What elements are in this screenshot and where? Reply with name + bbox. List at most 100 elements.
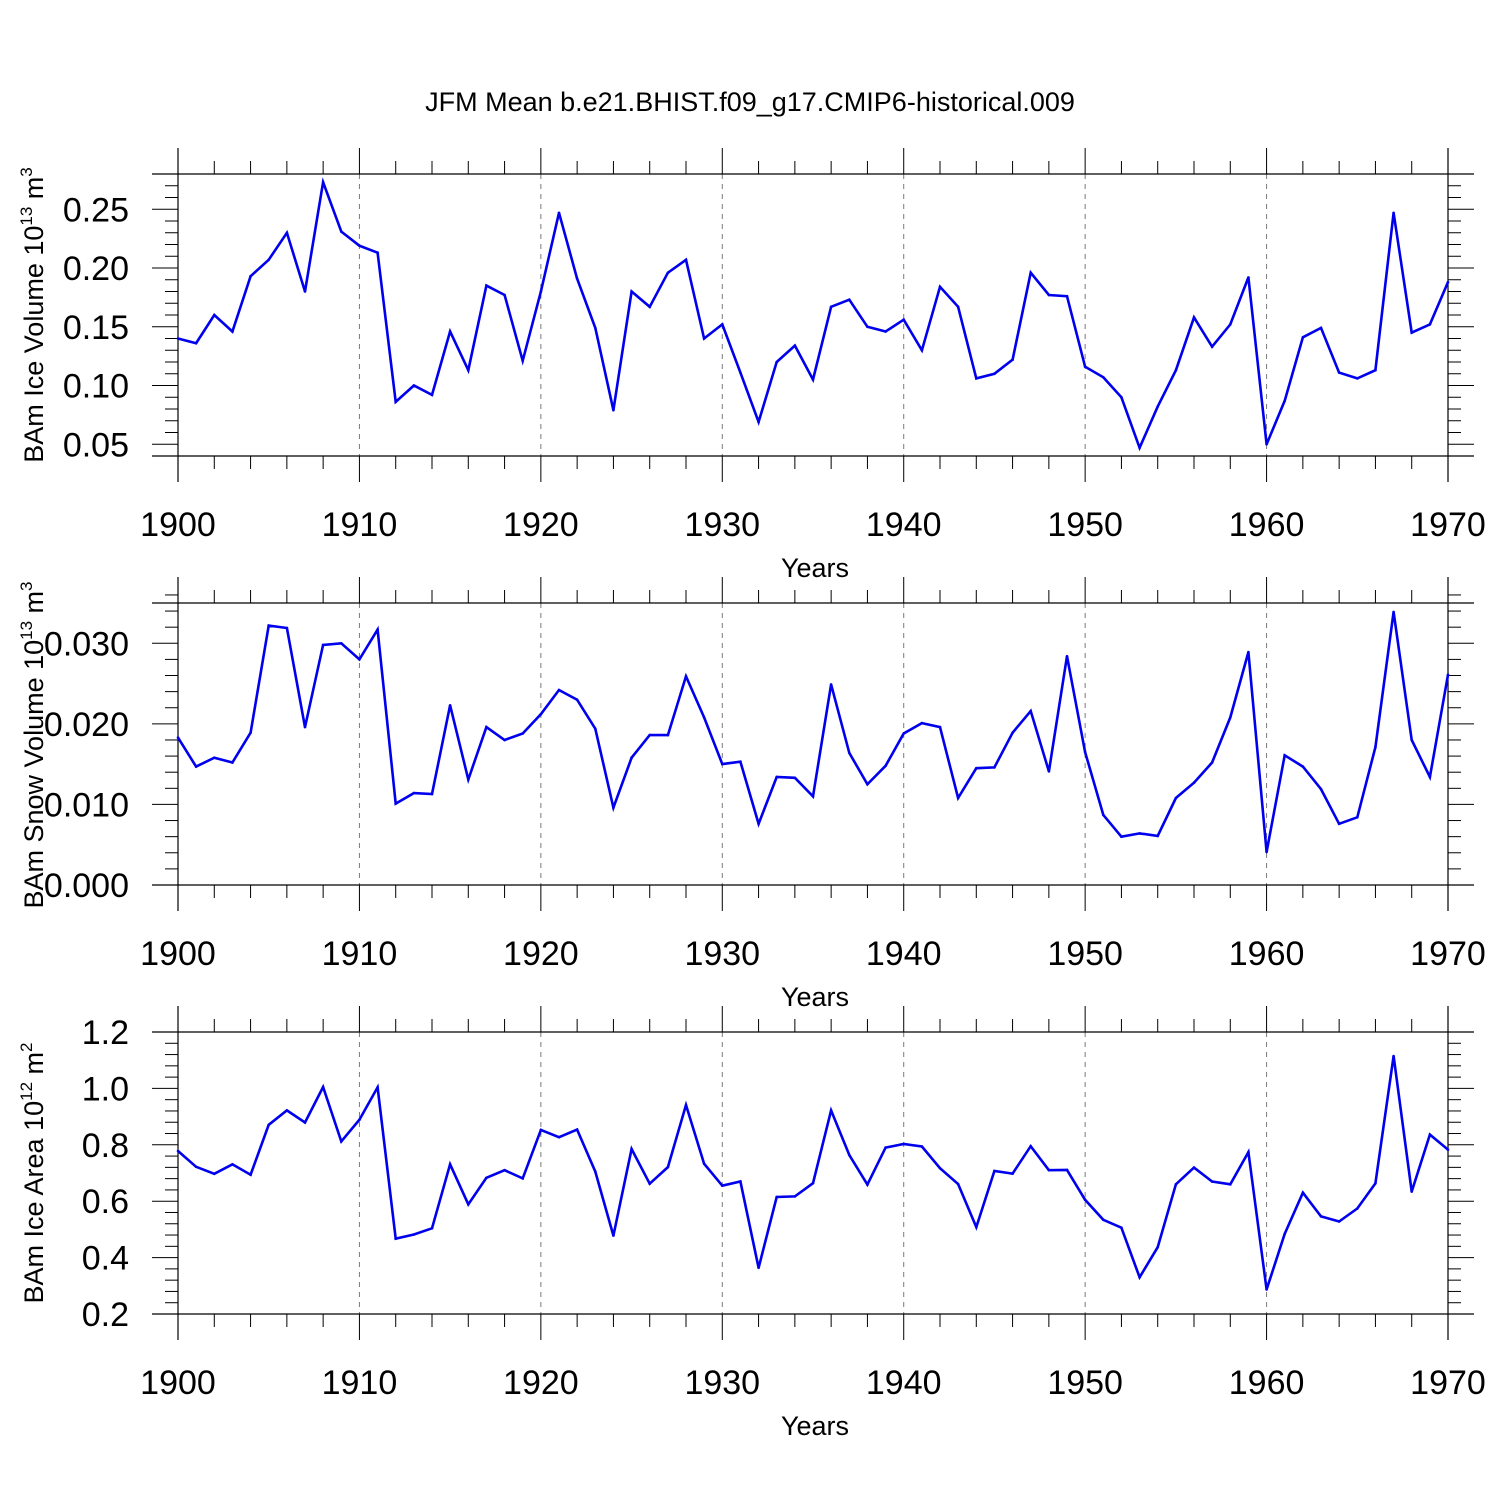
- data-point: [829, 305, 833, 309]
- y-tick-label: 0.15: [63, 309, 129, 347]
- data-point: [848, 298, 851, 302]
- data-point: [1356, 1207, 1359, 1210]
- data-point: [1319, 787, 1323, 791]
- data-point: [1446, 673, 1450, 676]
- y-tick-label: 0.030: [44, 625, 129, 663]
- data-point: [612, 806, 615, 809]
- y-tick-label: 0.25: [63, 191, 129, 229]
- data-point: [902, 1142, 905, 1146]
- data-point: [920, 1145, 924, 1148]
- data-point: [1265, 443, 1268, 446]
- data-point: [757, 1266, 760, 1270]
- data-point: [1083, 750, 1087, 754]
- data-point: [1247, 1150, 1250, 1154]
- data-point: [557, 688, 561, 692]
- data-point: [1156, 1245, 1159, 1249]
- y-axis-label-text: BAm Snow Volume 10: [19, 640, 49, 909]
- data-point: [176, 337, 180, 340]
- data-point: [702, 337, 706, 340]
- data-point: [503, 293, 506, 297]
- data-point: [358, 658, 361, 661]
- data-point: [1174, 796, 1178, 800]
- data-point: [1083, 365, 1087, 369]
- data-point: [1120, 396, 1123, 399]
- y-axis-label: BAm Ice Area 1012 m2: [17, 1043, 49, 1304]
- x-axis-label: Years: [781, 1411, 849, 1441]
- x-tick-label: 1910: [322, 506, 398, 544]
- data-point: [956, 796, 960, 800]
- data-point: [539, 1128, 543, 1132]
- x-axis-label: Years: [781, 982, 849, 1012]
- data-point: [1029, 1144, 1032, 1148]
- panel-ice-volume: 1900 1910 1920 1930 1940 1950 1960 1970 Years 0.0…: [17, 148, 1486, 583]
- data-point: [902, 318, 905, 322]
- y-axis-label: BAm Ice Volume 1013 m3: [17, 167, 49, 463]
- data-point: [938, 285, 942, 289]
- data-point: [1011, 1172, 1014, 1175]
- x-tick-label: 1930: [684, 935, 760, 973]
- data-point: [811, 795, 815, 798]
- y-axis-label-exp: 13: [17, 621, 36, 640]
- y-tick-label: 1.0: [82, 1070, 129, 1108]
- data-point: [866, 783, 869, 786]
- data-point: [412, 791, 416, 795]
- data-point: [485, 1176, 488, 1180]
- data-point: [358, 1118, 361, 1121]
- x-tick-label: 1960: [1229, 1364, 1305, 1402]
- data-point: [1265, 850, 1268, 854]
- x-tick-label: 1900: [140, 935, 216, 973]
- data-point: [1047, 770, 1051, 773]
- data-point: [630, 290, 633, 293]
- x-tick-label: 1940: [866, 506, 942, 544]
- data-point: [1337, 822, 1341, 826]
- x-tick-label: 1960: [1229, 935, 1305, 973]
- data-point: [176, 1149, 180, 1153]
- data-point: [920, 349, 924, 352]
- data-point: [1337, 1220, 1341, 1223]
- data-point: [303, 1121, 307, 1124]
- x-tick-label: 1960: [1229, 506, 1305, 544]
- data-point: [467, 368, 470, 372]
- data-point: [666, 271, 670, 275]
- data-point: [1029, 271, 1032, 275]
- data-point: [1374, 1182, 1377, 1185]
- y-tick-label: 0.05: [63, 426, 129, 464]
- data-point: [1428, 775, 1432, 779]
- data-point: [1410, 331, 1413, 334]
- data-point: [684, 675, 688, 678]
- x-tick-label: 1930: [684, 506, 760, 544]
- data-point: [739, 371, 742, 374]
- data-point: [1229, 716, 1232, 719]
- data-point: [394, 802, 398, 805]
- data-point: [1210, 1180, 1214, 1183]
- data-point: [430, 792, 434, 796]
- data-point: [1229, 323, 1232, 326]
- y-tick-label: 1.2: [82, 1014, 129, 1052]
- data-point: [467, 1203, 470, 1206]
- data-point: [194, 1165, 198, 1169]
- x-axis-label: Years: [781, 553, 849, 583]
- data-point: [1065, 1168, 1069, 1172]
- data-point: [303, 290, 307, 293]
- data-point: [1138, 446, 1141, 450]
- data-point: [249, 731, 252, 734]
- x-tick-label: 1940: [866, 1364, 942, 1402]
- data-point: [376, 251, 379, 254]
- data-point: [467, 778, 470, 781]
- data-point: [1138, 832, 1141, 835]
- data-point: [721, 762, 724, 766]
- data-point: [648, 305, 651, 309]
- y-tick-label: 0.6: [82, 1183, 129, 1221]
- data-point: [448, 1163, 452, 1166]
- data-point: [213, 1172, 216, 1176]
- data-point: [1120, 835, 1123, 838]
- data-point: [975, 766, 978, 770]
- data-point: [285, 626, 289, 630]
- data-point: [884, 764, 887, 768]
- data-point: [648, 733, 651, 737]
- data-point: [775, 775, 778, 779]
- x-tick-label: 1930: [684, 1364, 760, 1402]
- data-point: [775, 360, 778, 364]
- data-point: [739, 1180, 742, 1183]
